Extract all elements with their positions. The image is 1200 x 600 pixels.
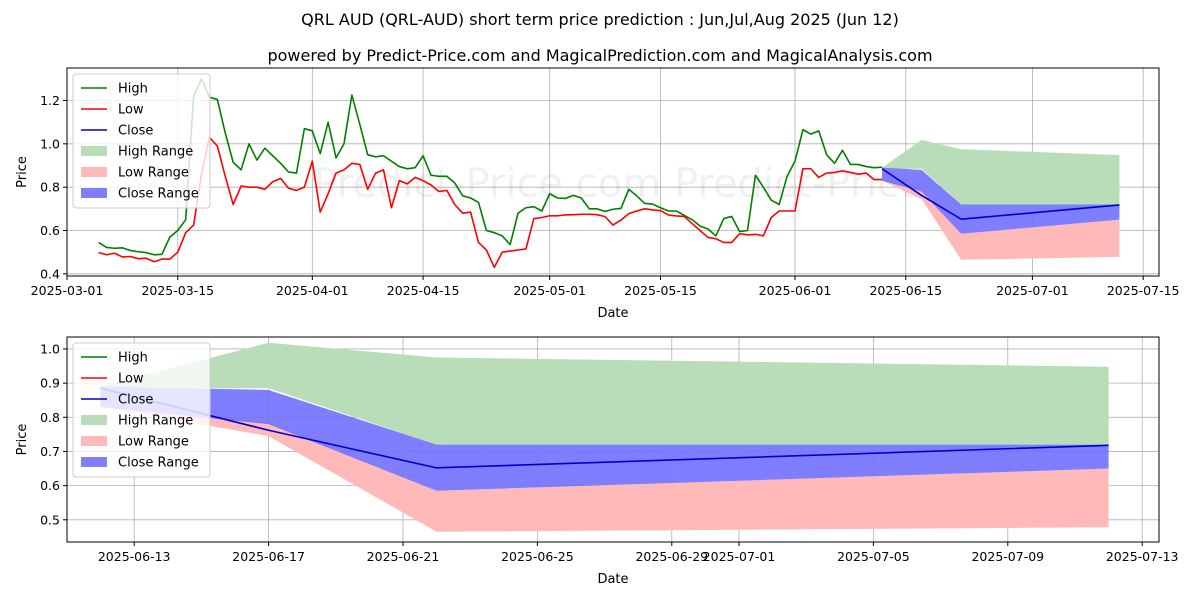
x-tick-label: 2025-04-15 [387, 283, 460, 298]
chart-subtitle: powered by Predict-Price.com and Magical… [267, 46, 933, 65]
legend-label: High [118, 82, 148, 97]
legend-label: Close [118, 124, 153, 139]
plot-area [98, 78, 1120, 269]
y-tick-label: 0.6 [40, 223, 60, 238]
x-tick-label: 2025-07-15 [1107, 283, 1180, 298]
legend-label: High [118, 351, 148, 366]
y-tick-label: 0.6 [40, 478, 60, 493]
legend-swatch [81, 415, 107, 425]
legend-label: Low [118, 103, 144, 118]
legend-label: Close [118, 393, 153, 408]
legend-swatch [81, 188, 107, 198]
legend-swatch [81, 457, 107, 467]
plot-area [100, 342, 1109, 532]
y-tick-label: 1.2 [40, 93, 60, 108]
close-range-area [100, 386, 1109, 491]
legend-label: Close Range [118, 187, 199, 202]
x-tick-label: 2025-06-21 [367, 549, 440, 564]
legend-label: High Range [118, 414, 193, 429]
y-tick-label: 1.0 [40, 341, 60, 356]
close-range-area [882, 167, 1120, 234]
y-axis-label: Price [15, 424, 30, 456]
low-range-area [100, 401, 1109, 532]
legend-swatch [81, 436, 107, 446]
chart-panel-1: Predict-Price.com Predict-Price.com2025-… [15, 67, 1180, 321]
x-axis-label: Date [597, 572, 628, 587]
high-range-area [882, 139, 1120, 205]
legend-label: Close Range [118, 456, 199, 471]
x-tick-label: 2025-05-15 [624, 283, 697, 298]
y-tick-label: 0.4 [40, 266, 60, 281]
y-tick-label: 0.5 [40, 512, 60, 527]
x-tick-label: 2025-05-01 [513, 283, 586, 298]
legend-box [72, 342, 211, 478]
y-tick-label: 0.8 [40, 410, 60, 425]
high-line [98, 78, 883, 256]
x-tick-label: 2025-07-01 [703, 549, 776, 564]
chart-title: QRL AUD (QRL-AUD) short term price predi… [301, 10, 899, 29]
x-tick-label: 2025-06-15 [869, 283, 942, 298]
y-tick-label: 0.7 [40, 444, 60, 459]
chart-panel-2: Predict-Price.com Predict-Price.com2025-… [15, 336, 1179, 587]
low-range-area [882, 177, 1120, 260]
x-tick-label: 2025-07-01 [996, 283, 1069, 298]
x-tick-label: 2025-04-01 [276, 283, 349, 298]
x-tick-label: 2025-06-01 [759, 283, 832, 298]
high-range-area [100, 342, 1109, 445]
legend-swatch [81, 146, 107, 156]
x-tick-label: 2025-06-25 [501, 549, 574, 564]
y-tick-label: 0.8 [40, 180, 60, 195]
x-tick-label: 2025-03-01 [31, 283, 104, 298]
x-tick-label: 2025-06-29 [635, 549, 708, 564]
x-tick-label: 2025-07-05 [837, 549, 910, 564]
x-tick-label: 2025-03-15 [141, 283, 214, 298]
x-tick-label: 2025-06-13 [98, 549, 171, 564]
axes-frame [66, 336, 1160, 543]
y-tick-label: 1.0 [40, 136, 60, 151]
y-axis-label: Price [15, 156, 30, 188]
y-tick-label: 0.9 [40, 376, 60, 391]
x-tick-label: 2025-07-13 [1106, 549, 1179, 564]
legend-label: Low Range [118, 435, 189, 450]
x-tick-label: 2025-06-17 [232, 549, 305, 564]
x-tick-label: 2025-07-09 [971, 549, 1044, 564]
legend-label: High Range [118, 145, 193, 160]
legend-swatch [81, 167, 107, 177]
legend-box [72, 73, 211, 209]
close-line [881, 168, 1120, 221]
legend-label: Low [118, 372, 144, 387]
low-line [98, 136, 883, 269]
axes-frame [66, 67, 1160, 277]
x-axis-label: Date [597, 306, 628, 321]
legend-label: Low Range [118, 166, 189, 181]
